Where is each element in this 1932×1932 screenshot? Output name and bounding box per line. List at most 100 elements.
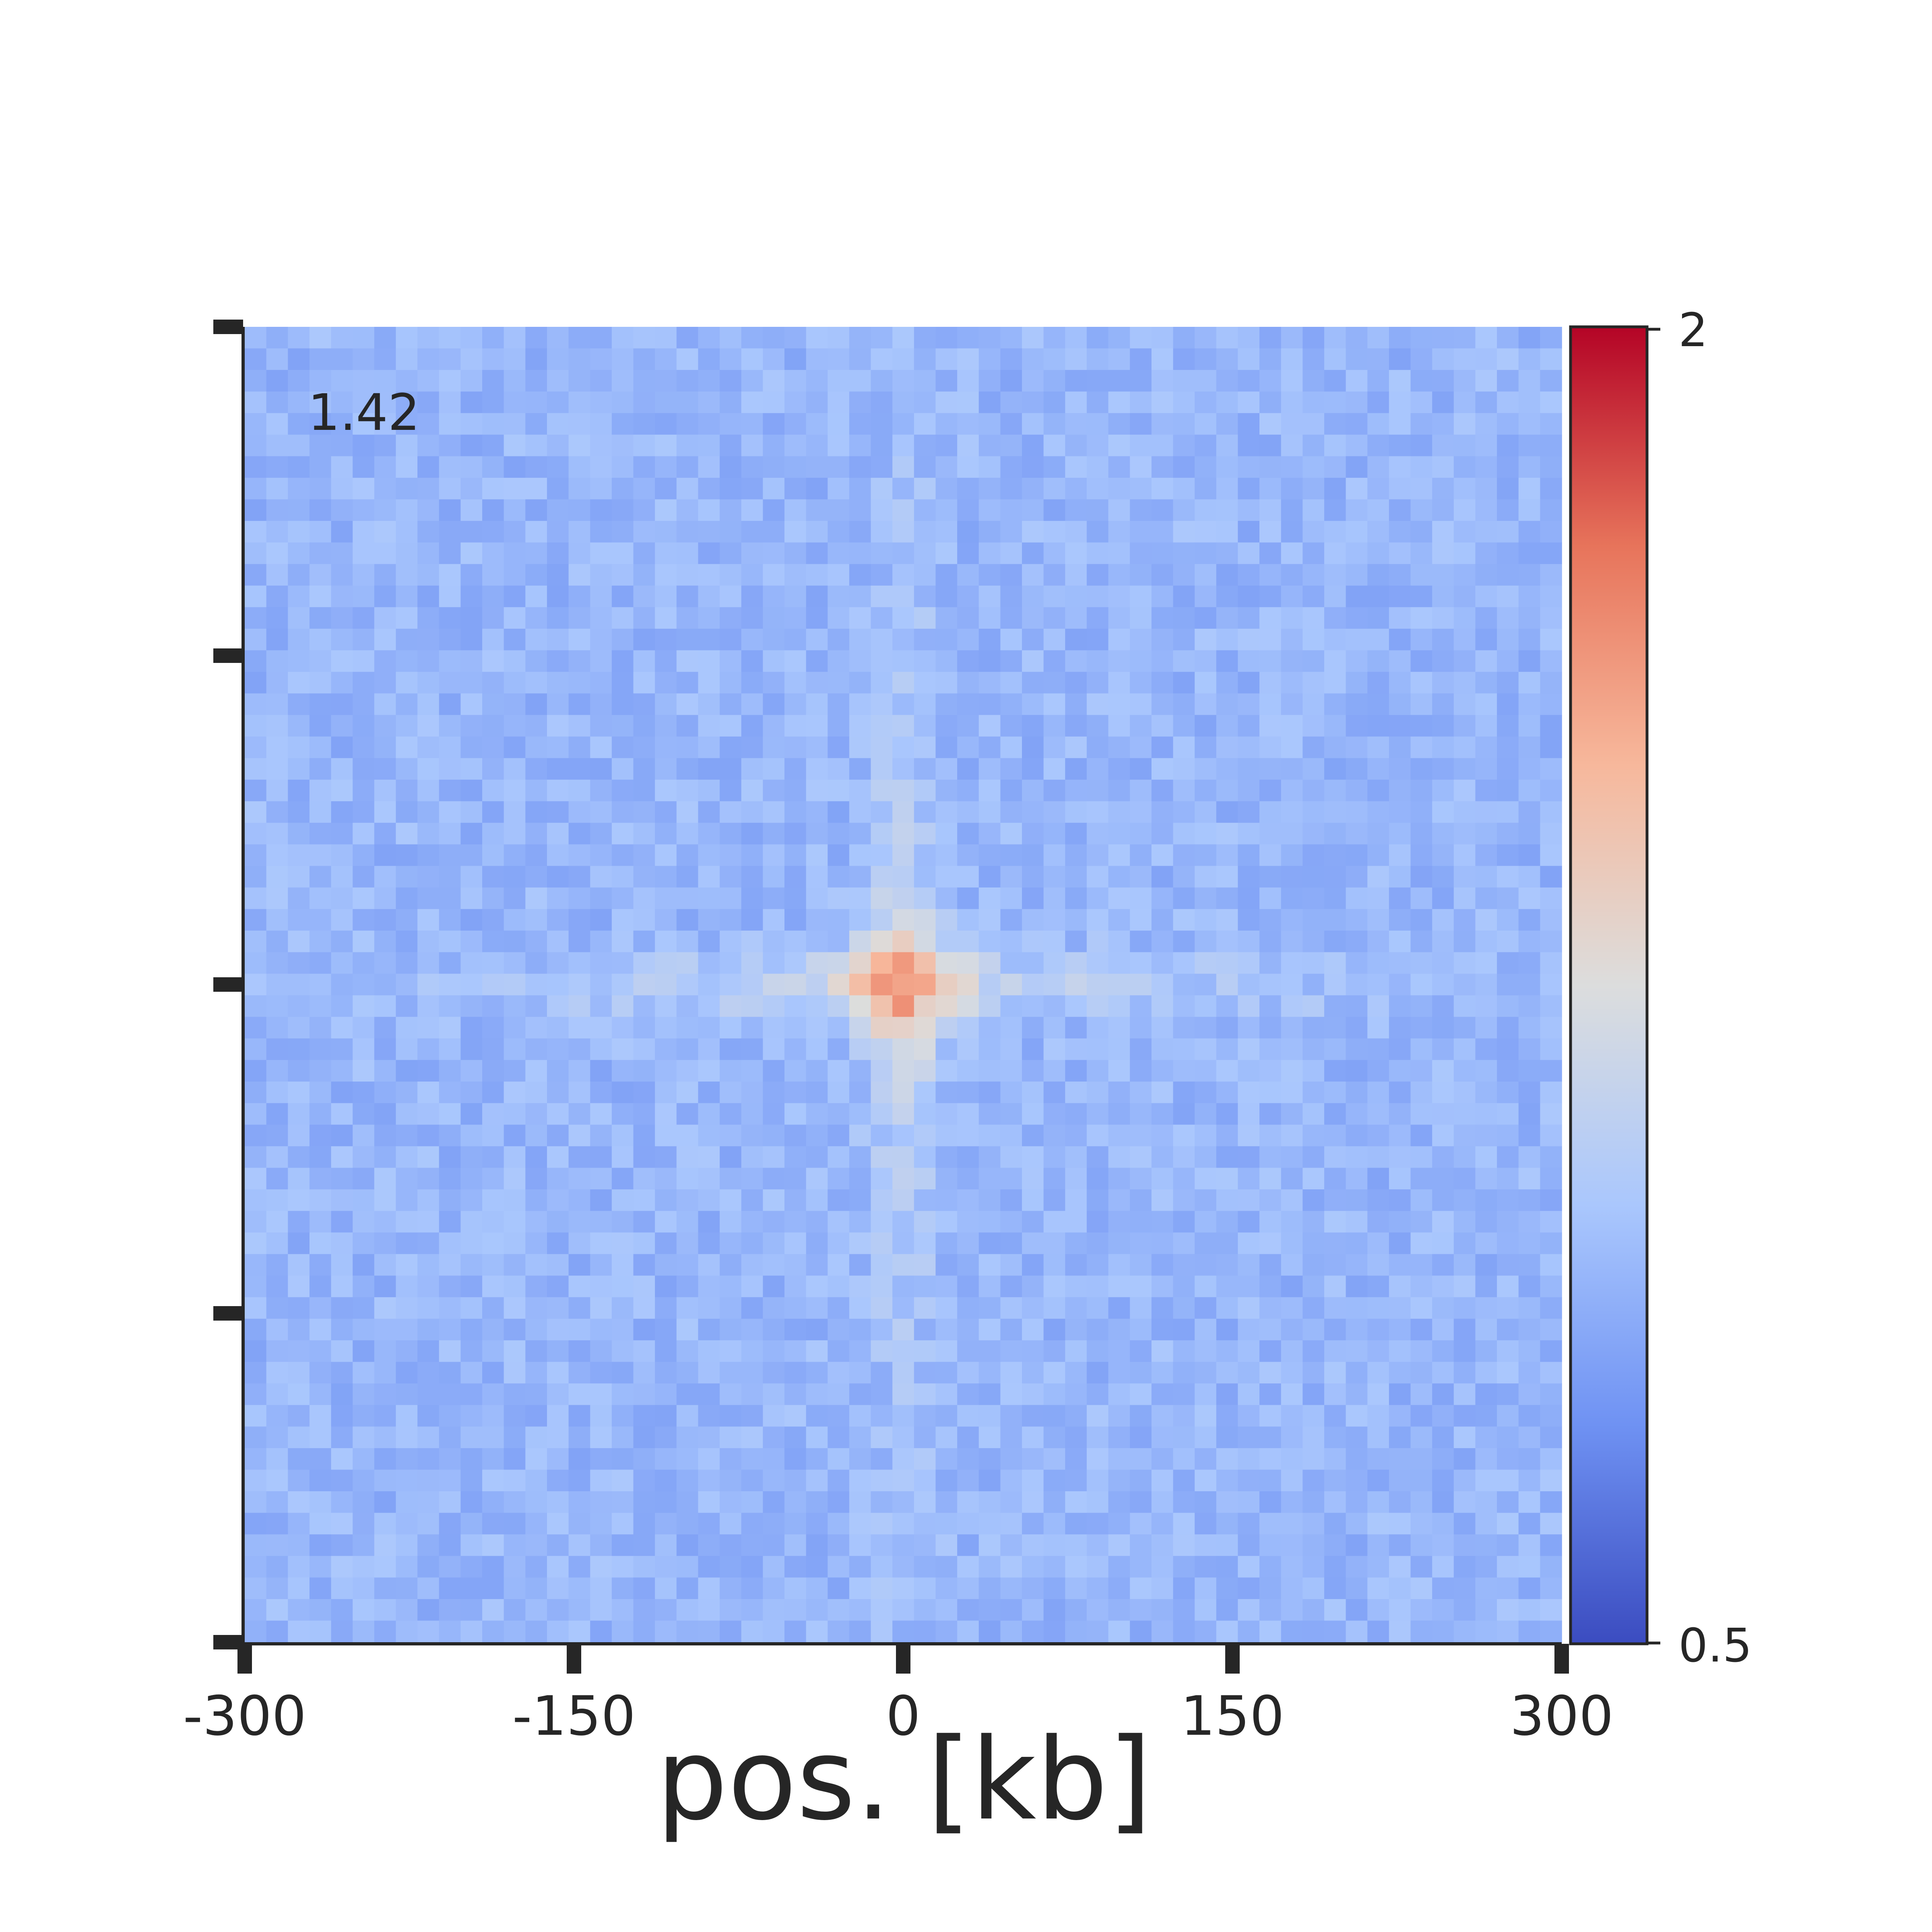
heatmap-cell bbox=[1238, 1232, 1260, 1255]
heatmap-cell bbox=[590, 650, 612, 672]
heatmap-cell bbox=[353, 1534, 375, 1556]
heatmap-cell bbox=[525, 413, 547, 435]
heatmap-cell bbox=[568, 521, 591, 543]
heatmap-cell bbox=[1043, 1254, 1066, 1276]
heatmap-cell bbox=[1173, 823, 1195, 845]
heatmap-cell bbox=[1151, 456, 1174, 478]
heatmap-cell bbox=[1216, 1620, 1238, 1643]
heatmap-cell bbox=[611, 629, 634, 651]
heatmap-cell bbox=[1518, 1340, 1541, 1362]
heatmap-cell bbox=[266, 1038, 289, 1061]
heatmap-cell bbox=[828, 715, 850, 737]
heatmap-cell bbox=[806, 478, 828, 500]
heatmap-cell bbox=[396, 780, 418, 802]
heatmap-cell bbox=[784, 1060, 807, 1082]
heatmap-cell bbox=[914, 327, 936, 349]
heatmap-cell bbox=[1130, 887, 1152, 910]
heatmap-cell bbox=[611, 672, 634, 694]
heatmap-cell bbox=[460, 1168, 483, 1190]
heatmap-cell bbox=[935, 1082, 958, 1104]
heatmap-cell bbox=[460, 1211, 483, 1233]
x-tick-mark bbox=[567, 1644, 581, 1674]
heatmap-cell bbox=[1281, 693, 1303, 716]
heatmap-cell bbox=[353, 1276, 375, 1298]
heatmap-cell bbox=[655, 1556, 677, 1578]
heatmap-cell bbox=[1540, 952, 1562, 974]
heatmap-cell bbox=[1475, 1470, 1497, 1492]
heatmap-cell bbox=[1216, 391, 1238, 414]
heatmap-cell bbox=[374, 585, 396, 608]
heatmap-cell bbox=[1475, 650, 1497, 672]
heatmap-cell bbox=[935, 1620, 958, 1643]
heatmap-cell bbox=[1086, 564, 1109, 586]
heatmap-cell bbox=[828, 758, 850, 780]
heatmap-cell bbox=[460, 1470, 483, 1492]
heatmap-cell bbox=[1238, 1168, 1260, 1190]
heatmap-cell bbox=[1346, 995, 1368, 1018]
heatmap-cell bbox=[1238, 715, 1260, 737]
heatmap-cell bbox=[266, 866, 289, 888]
heatmap-cell bbox=[1130, 542, 1152, 565]
heatmap-cell bbox=[784, 1146, 807, 1168]
heatmap-cell bbox=[892, 1297, 914, 1319]
heatmap-cell bbox=[1259, 456, 1282, 478]
heatmap-cell bbox=[1346, 348, 1368, 370]
heatmap-cell bbox=[957, 1082, 979, 1104]
heatmap-cell bbox=[914, 1211, 936, 1233]
heatmap-cell bbox=[482, 521, 504, 543]
heatmap-cell bbox=[460, 1448, 483, 1470]
heatmap-cell bbox=[1065, 413, 1087, 435]
heatmap-cell bbox=[1259, 1082, 1282, 1104]
heatmap-cell bbox=[568, 1017, 591, 1039]
heatmap-cell bbox=[1000, 1146, 1022, 1168]
heatmap-cell bbox=[1259, 715, 1282, 737]
heatmap-cell bbox=[525, 1426, 547, 1449]
heatmap-cell bbox=[1065, 1082, 1087, 1104]
heatmap-cell bbox=[460, 1599, 483, 1621]
heatmap-cell bbox=[590, 1082, 612, 1104]
heatmap-cell bbox=[978, 1038, 1001, 1061]
heatmap-cell bbox=[849, 1383, 871, 1406]
heatmap-cell bbox=[525, 542, 547, 565]
heatmap-cell bbox=[353, 1211, 375, 1233]
heatmap-cell bbox=[720, 736, 742, 759]
heatmap-cell bbox=[374, 1060, 396, 1082]
heatmap-cell bbox=[1281, 607, 1303, 629]
heatmap-cell bbox=[892, 348, 914, 370]
heatmap-cell bbox=[331, 1319, 353, 1341]
heatmap-cell bbox=[309, 715, 332, 737]
heatmap-cell bbox=[1065, 1405, 1087, 1427]
heatmap-cell bbox=[1324, 434, 1346, 457]
heatmap-cell bbox=[482, 1276, 504, 1298]
heatmap-cell bbox=[978, 693, 1001, 716]
heatmap-cell bbox=[1238, 1340, 1260, 1362]
heatmap-cell bbox=[849, 650, 871, 672]
heatmap-cell bbox=[568, 801, 591, 823]
heatmap-cell bbox=[741, 542, 764, 565]
heatmap-cell bbox=[353, 1340, 375, 1362]
heatmap-cell bbox=[1410, 1362, 1432, 1384]
heatmap-cell bbox=[784, 629, 807, 651]
heatmap-cell bbox=[309, 629, 332, 651]
heatmap-cell bbox=[892, 1405, 914, 1427]
heatmap-cell bbox=[266, 1232, 289, 1255]
heatmap-cell bbox=[1302, 1362, 1325, 1384]
heatmap-cell bbox=[741, 931, 764, 953]
heatmap-cell bbox=[1302, 952, 1325, 974]
heatmap-cell bbox=[698, 650, 720, 672]
heatmap-cell bbox=[1259, 1103, 1282, 1125]
heatmap-cell bbox=[1389, 887, 1411, 910]
heatmap-cell bbox=[698, 1383, 720, 1406]
heatmap-cell bbox=[504, 1017, 526, 1039]
heatmap-cell bbox=[525, 931, 547, 953]
heatmap-cell bbox=[720, 370, 742, 392]
heatmap-cell bbox=[590, 866, 612, 888]
heatmap-cell bbox=[892, 1103, 914, 1125]
heatmap-cell bbox=[1302, 456, 1325, 478]
heatmap-cell bbox=[871, 1168, 893, 1190]
heatmap-cell bbox=[676, 1513, 699, 1535]
heatmap-cell bbox=[439, 434, 461, 457]
heatmap-cell bbox=[1130, 1534, 1152, 1556]
heatmap-cell bbox=[482, 780, 504, 802]
heatmap-cell bbox=[978, 370, 1001, 392]
